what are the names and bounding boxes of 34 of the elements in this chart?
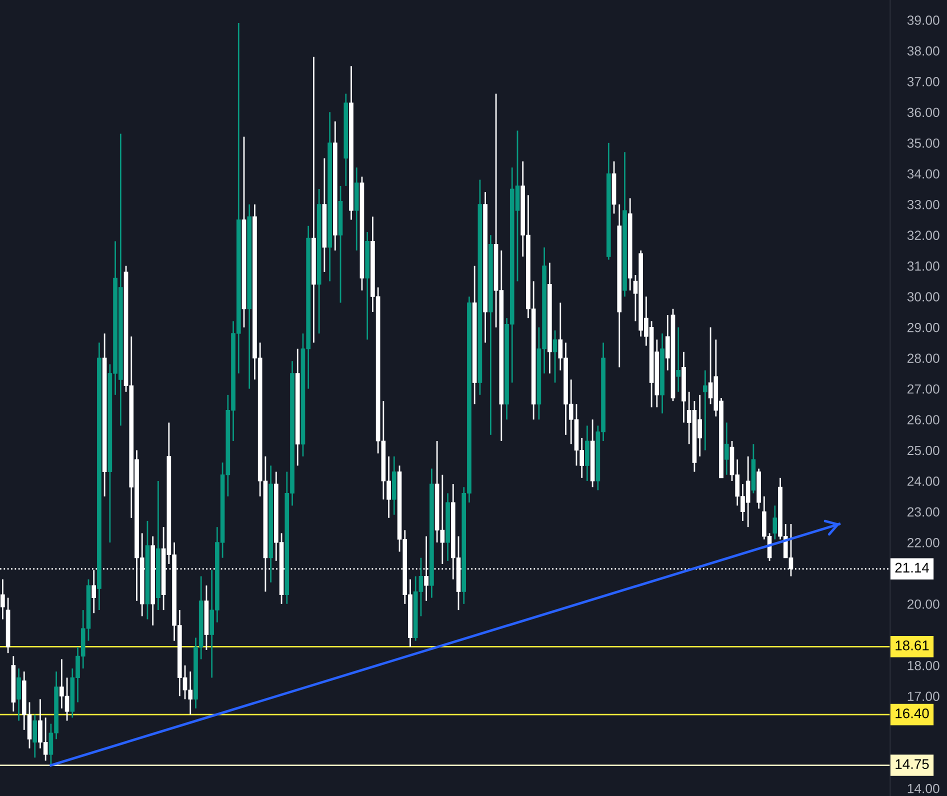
ref-line-label: 16.40: [896, 708, 929, 718]
y-tick-label: 33.00: [907, 200, 940, 210]
y-tick-label: 31.00: [907, 261, 940, 271]
y-tick-label: 27.00: [908, 384, 940, 394]
ref-line-label: 14.75: [896, 759, 929, 769]
y-tick-label: 36.00: [907, 108, 940, 118]
candlestick: [676, 326, 681, 393]
y-tick-label: 18.00: [908, 660, 940, 670]
y-tick-label: 24.00: [908, 476, 940, 486]
ref-line-label: 21.14: [895, 562, 929, 572]
y-tick-label: 29.00: [908, 322, 940, 332]
y-tick-label: 34.00: [907, 169, 940, 179]
y-tick-label: 14.00: [908, 784, 940, 794]
candlestick: [552, 330, 558, 384]
y-tick-label: 23.00: [908, 507, 940, 517]
y-tick-label: 38.00: [907, 46, 940, 56]
candlestick: [0, 578, 5, 620]
y-tick-label: 30.00: [907, 292, 940, 302]
candlestick: [32, 714, 38, 758]
candlestick: [16, 668, 21, 722]
ref-line-label: 18.61: [896, 640, 929, 650]
candlestick: [703, 370, 708, 451]
y-tick-label: 32.00: [907, 230, 940, 240]
y-tick-label: 26.00: [908, 415, 940, 424]
candlestick: [724, 422, 729, 476]
y-tick-label: 22.00: [908, 538, 940, 548]
y-tick-label: 25.00: [908, 446, 940, 456]
y-tick-label: 37.00: [907, 77, 940, 86]
candlestick: [772, 504, 778, 540]
y-tick-label: 35.00: [907, 138, 940, 148]
y-tick-label: 39.00: [907, 16, 940, 25]
y-tick-label: 17.00: [908, 692, 940, 702]
y-tick-label: 28.00: [908, 354, 940, 363]
y-tick-label: 20.00: [908, 599, 940, 609]
